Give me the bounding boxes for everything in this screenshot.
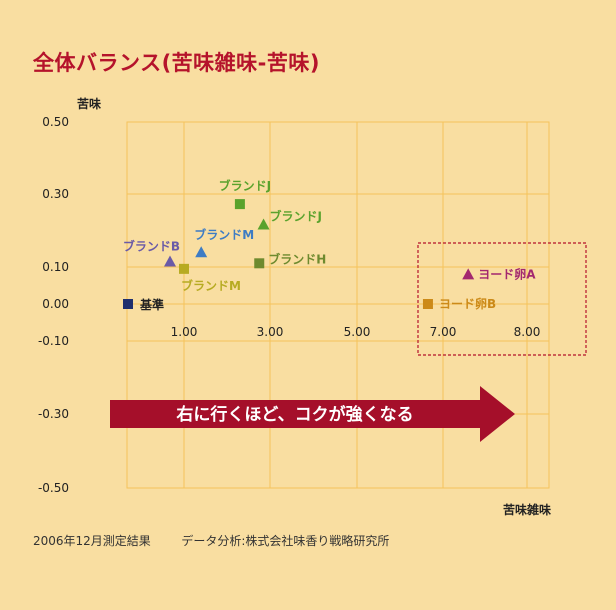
y-tick-label: 0.30 <box>42 187 69 201</box>
footer: 2006年12月測定結果 データ分析:株式会社味香り戦略研究所 <box>33 532 389 549</box>
point-marker <box>123 299 133 309</box>
x-tick-labels: 1.00 3.00 5.00 7.00 8.00 <box>171 325 541 339</box>
point-marker <box>257 218 270 230</box>
x-axis-label: 苦味雑味 <box>503 502 551 517</box>
y-tick-label: -0.10 <box>38 334 69 348</box>
data-points: 基準 ブランドB ブランドM ブランドM ブランドJ ブランドJ ブランドH ヨード卵A ヨード… <box>123 178 536 312</box>
direction-arrow: 右に行くほど、コクが強くなる <box>110 386 515 442</box>
chart-title: 全体バランス(苦味雑味-苦味) <box>33 51 320 75</box>
point-label: ブランドM <box>181 278 241 293</box>
point-label: 基準 <box>139 297 164 312</box>
point-label: ブランドH <box>268 251 326 266</box>
point-label: ブランドB <box>123 238 180 253</box>
y-tick-labels: 0.50 0.30 0.10 0.00 -0.10 -0.30 -0.50 <box>38 115 69 495</box>
point-marker <box>462 268 475 280</box>
x-tick-label: 3.00 <box>257 325 284 339</box>
x-tick-label: 8.00 <box>514 325 541 339</box>
point-label: ヨード卵B <box>439 296 496 311</box>
point-marker <box>254 258 265 269</box>
point-marker <box>179 263 189 274</box>
x-tick-label: 7.00 <box>430 325 457 339</box>
arrow-text: 右に行くほど、コクが強くなる <box>176 404 413 425</box>
y-tick-label: 0.50 <box>42 115 69 129</box>
footer-source: データ分析:株式会社味香り戦略研究所 <box>181 534 390 548</box>
y-tick-label: -0.30 <box>38 407 69 421</box>
point-marker <box>164 255 176 267</box>
y-tick-label: 0.00 <box>42 297 69 311</box>
x-tick-label: 1.00 <box>171 325 198 339</box>
footer-date: 2006年12月測定結果 <box>33 534 151 548</box>
y-tick-label: -0.50 <box>38 481 69 495</box>
y-tick-label: 0.10 <box>42 260 69 274</box>
point-label: ブランドJ <box>219 178 271 193</box>
point-marker <box>195 246 208 258</box>
point-marker <box>422 299 433 309</box>
y-axis-label: 苦味 <box>77 96 101 111</box>
point-label: ヨード卵A <box>478 266 536 281</box>
point-label: ブランドJ <box>270 208 322 223</box>
x-tick-label: 5.00 <box>344 325 371 339</box>
point-label: ブランドM <box>194 227 254 242</box>
point-marker <box>234 199 245 210</box>
